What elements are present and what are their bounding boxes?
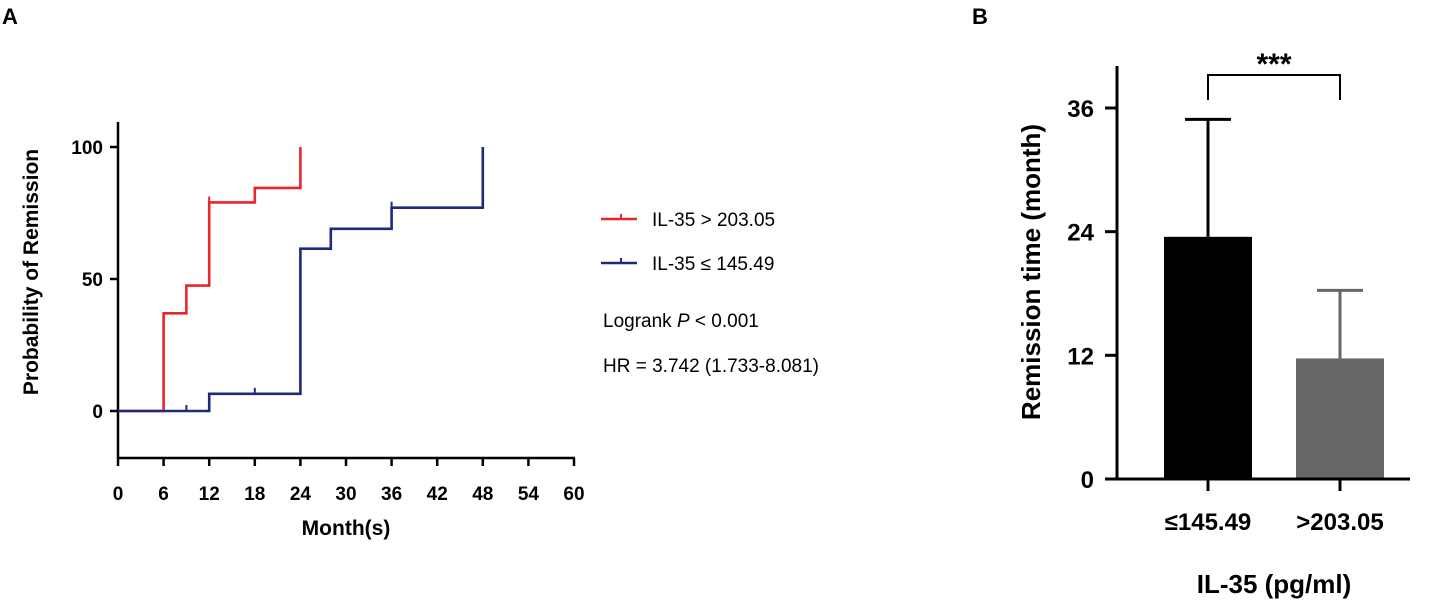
km-series-line-0	[118, 147, 302, 413]
legend-label-low: IL-35 ≤ 145.49	[652, 254, 774, 275]
bar-x-axis-label: IL-35 (pg/ml)	[1197, 569, 1352, 599]
km-x-tick-label: 36	[381, 484, 402, 505]
km-legend: IL-35 > 203.05 IL-35 ≤ 145.49	[601, 210, 775, 275]
bar-x-ticks: ≤145.49 >203.05	[1165, 479, 1384, 536]
bar	[1164, 236, 1252, 479]
significance-bracket: ***	[1207, 48, 1341, 100]
km-x-tick-label: 60	[563, 484, 584, 505]
bar-x-tick-label: ≤145.49	[1165, 509, 1252, 536]
km-x-tick-label: 30	[335, 484, 356, 505]
bar-axes	[1115, 66, 1410, 481]
significance-stars: ***	[1256, 48, 1291, 81]
km-y-tick-label: 0	[92, 402, 103, 423]
logrank-prefix: Logrank	[603, 311, 677, 332]
logrank-p: P	[677, 311, 690, 332]
km-x-tick-label: 42	[427, 484, 448, 505]
km-series-line-1	[118, 147, 485, 413]
km-x-tick-label: 6	[158, 484, 169, 505]
km-x-tick-label: 0	[113, 484, 124, 505]
km-y-ticks: 0 50 100	[71, 138, 118, 423]
km-series	[118, 147, 485, 413]
km-x-tick-label: 48	[472, 484, 493, 505]
km-x-tick-label: 12	[199, 484, 220, 505]
bar-y-tick-label: 12	[1067, 343, 1094, 370]
bar-marks	[1164, 117, 1384, 479]
km-y-axis-label: Probability of Remission	[20, 149, 43, 395]
logrank-value: < 0.001	[690, 311, 759, 332]
bar-y-ticks: 0 12 24 36	[1067, 96, 1117, 494]
bar-chart: 0 12 24 36 ≤145.49 >203.05 *** Remission tim…	[1016, 48, 1410, 599]
bar-y-tick-label: 36	[1067, 96, 1094, 123]
bar-x-tick-label: >203.05	[1296, 509, 1383, 536]
km-x-tick-label: 18	[244, 484, 265, 505]
bar-y-tick-label: 0	[1081, 467, 1094, 494]
km-x-tick-label: 54	[518, 484, 540, 505]
km-y-tick-label: 50	[82, 270, 103, 291]
legend-item-low: IL-35 ≤ 145.49	[601, 254, 774, 275]
legend-item-high: IL-35 > 203.05	[601, 210, 775, 231]
bar	[1296, 358, 1384, 479]
km-x-ticks: 0 6 12 18 24 30 36 42 48 54 60	[113, 458, 585, 505]
km-chart: 0 6 12 18 24 30 36 42 48 54 60 0 50 100 Probability …	[20, 122, 819, 540]
logrank-annotation: Logrank P < 0.001	[603, 311, 759, 332]
panel-label-b: B	[972, 4, 988, 29]
km-x-axis-label: Month(s)	[302, 517, 391, 540]
bar-y-axis-label: Remission time (month)	[1016, 124, 1046, 420]
hr-annotation: HR = 3.742 (1.733-8.081)	[603, 356, 819, 377]
panel-label-a: A	[2, 4, 18, 29]
bracket-line	[1207, 74, 1341, 100]
km-y-tick-label: 100	[71, 138, 103, 159]
bar-y-tick-label: 24	[1067, 220, 1094, 247]
legend-label-high: IL-35 > 203.05	[652, 210, 775, 231]
km-x-tick-label: 24	[290, 484, 312, 505]
